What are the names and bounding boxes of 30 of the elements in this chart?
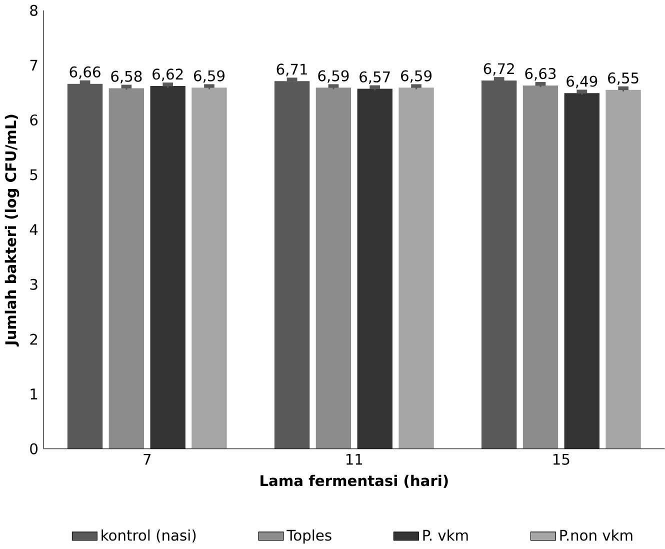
- y-tick-label: 6: [30, 114, 38, 126]
- y-axis-title: Jumlah bakteri (log CFU/mL): [4, 114, 20, 347]
- data-label: 6,66: [70, 66, 100, 80]
- y-tick-label: 3: [30, 279, 38, 290]
- x-axis-title: Lama fermentasi (hari): [260, 475, 448, 488]
- data-label: 6,59: [194, 70, 224, 83]
- data-label: 6,58: [111, 70, 142, 84]
- data-label: 6,57: [360, 72, 390, 84]
- x-tick-label: 11: [346, 454, 362, 465]
- data-label: 6,55: [608, 72, 638, 86]
- legend-label: Toples: [286, 530, 332, 544]
- data-label: 6,59: [318, 70, 349, 83]
- data-label: 6,63: [525, 68, 556, 81]
- x-tick-label: 7: [144, 454, 151, 465]
- y-tick-label: 1: [30, 388, 38, 400]
- data-label: 6,72: [484, 63, 514, 76]
- legend-label: kontrol (nasi): [102, 530, 196, 543]
- y-tick-label: 8: [30, 5, 38, 16]
- x-tick-label: 15: [554, 454, 570, 466]
- data-label: 6,49: [566, 76, 598, 88]
- y-tick-label: 0: [30, 443, 38, 455]
- y-tick-label: 7: [30, 60, 38, 71]
- y-tick-label: 4: [30, 224, 38, 236]
- data-label: 6,62: [152, 68, 183, 82]
- y-tick-label: 5: [30, 170, 38, 180]
- data-label: 6,71: [276, 64, 307, 76]
- data-label: 6,59: [401, 70, 432, 83]
- legend-label: P.non vkm: [560, 530, 632, 541]
- y-tick-label: 2: [30, 334, 38, 345]
- legend-label: P. vkm: [423, 530, 468, 541]
